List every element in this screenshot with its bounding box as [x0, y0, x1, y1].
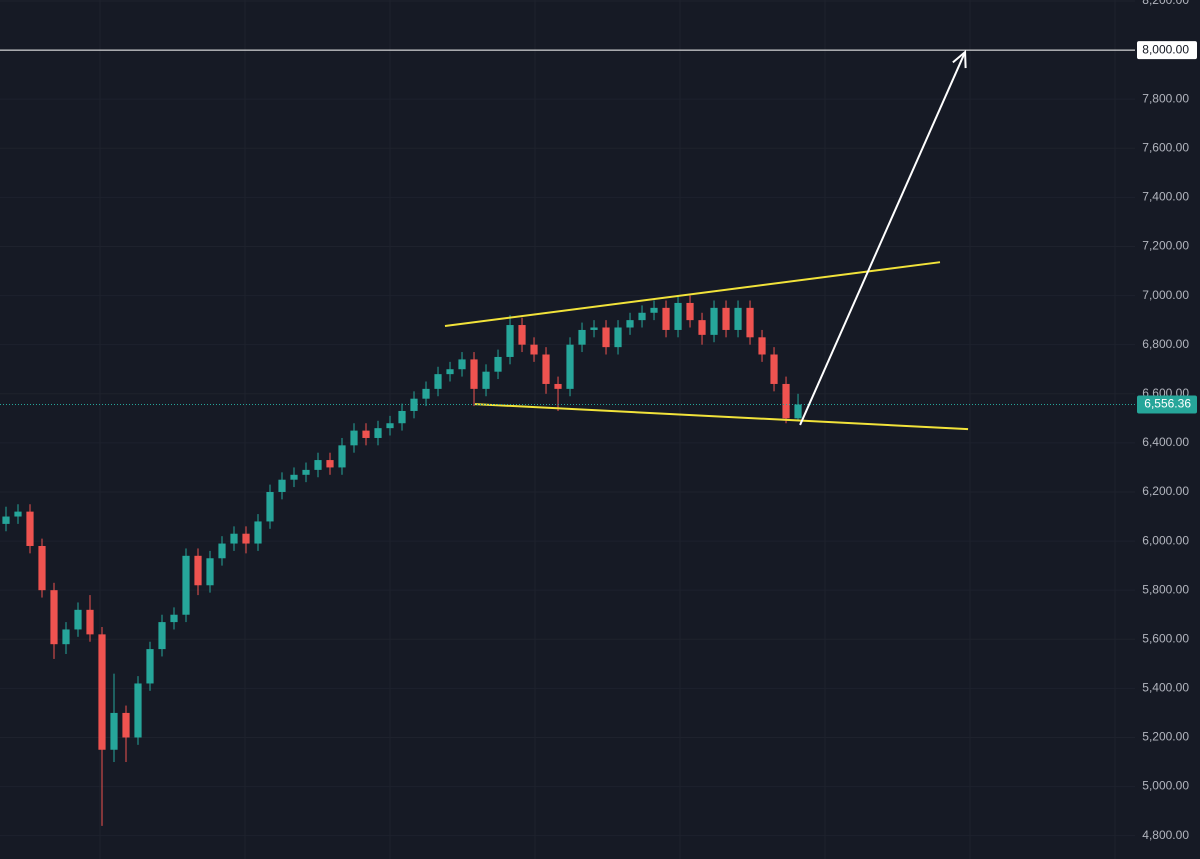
candle-body — [734, 307, 742, 330]
candle-body — [98, 634, 106, 750]
y-tick-label: 6,800.00 — [1142, 337, 1189, 351]
candle-body — [74, 609, 82, 630]
y-tick-label: 6,000.00 — [1142, 533, 1189, 547]
candle-body — [746, 307, 754, 338]
candle-body — [314, 460, 322, 470]
candle-body — [362, 430, 370, 438]
candle-body — [422, 388, 430, 399]
candle-body — [530, 344, 538, 355]
candle-body — [662, 307, 670, 330]
candle-body — [578, 329, 586, 345]
candle-body — [722, 307, 730, 330]
candle-body — [134, 683, 142, 738]
candle-body — [206, 558, 214, 586]
y-tick-label: 5,600.00 — [1142, 631, 1189, 645]
candle-body — [230, 533, 238, 544]
horizontal-line-label-box — [1137, 41, 1197, 60]
candle-body — [758, 337, 766, 355]
candle-body — [242, 533, 250, 544]
candle-body — [494, 356, 502, 372]
candle-body — [110, 712, 118, 750]
candle-body — [638, 312, 646, 321]
candle-body — [170, 614, 178, 623]
y-tick-label: 5,200.00 — [1142, 730, 1189, 744]
candle-body — [482, 371, 490, 389]
y-tick-label: 5,800.00 — [1142, 582, 1189, 596]
y-tick-label: 7,000.00 — [1142, 288, 1189, 302]
candle-body — [518, 325, 526, 345]
candle-body — [398, 410, 406, 424]
candle-body — [554, 383, 562, 389]
candle-body — [302, 469, 310, 475]
candle-body — [2, 516, 10, 524]
candle-body — [326, 460, 334, 468]
candle-body — [26, 511, 34, 546]
candle-body — [470, 359, 478, 389]
candle-body — [338, 445, 346, 468]
candle-body — [182, 555, 190, 615]
arrow-head — [952, 49, 967, 69]
candle-body — [350, 430, 358, 446]
candle-body — [62, 629, 70, 645]
candle-body — [122, 712, 130, 738]
horizontal-line-label: 8,000.00 — [1142, 42, 1189, 56]
candle-body — [566, 344, 574, 389]
candle-body — [458, 359, 466, 370]
y-tick-label: 5,000.00 — [1142, 779, 1189, 793]
candle-body — [686, 302, 694, 321]
candle-body — [710, 307, 718, 335]
candle-body — [158, 622, 166, 650]
candle-body — [386, 423, 394, 429]
candle-body — [50, 590, 58, 645]
candle-body — [434, 374, 442, 389]
candle-body — [146, 649, 154, 684]
arrow-line — [799, 51, 966, 426]
candle-body — [86, 609, 94, 635]
candle-body — [278, 479, 286, 492]
y-tick-label: 7,600.00 — [1142, 140, 1189, 154]
candle-body — [290, 474, 298, 480]
y-tick-label: 7,400.00 — [1142, 190, 1189, 204]
trendline — [474, 403, 969, 431]
candle-body — [254, 521, 262, 544]
candle-body — [506, 325, 514, 357]
candle-body — [602, 327, 610, 348]
y-tick-label: 4,800.00 — [1142, 828, 1189, 842]
price-label-box — [1137, 395, 1197, 414]
candle-body — [650, 307, 658, 313]
y-tick-label: 8,200.00 — [1142, 0, 1189, 7]
candle-body — [542, 354, 550, 384]
y-tick-label: 6,200.00 — [1142, 484, 1189, 498]
candle-body — [38, 545, 46, 591]
candle-body — [626, 320, 634, 328]
y-tick-label: 5,400.00 — [1142, 681, 1189, 695]
y-tick-label: 7,800.00 — [1142, 91, 1189, 105]
y-tick-label: 7,200.00 — [1142, 239, 1189, 253]
candle-body — [770, 354, 778, 384]
candle-body — [674, 302, 682, 330]
candle-body — [266, 491, 274, 522]
candle-body — [374, 428, 382, 438]
candle-body — [446, 369, 454, 375]
candle-body — [614, 327, 622, 348]
candle-body — [782, 383, 790, 419]
candle-body — [218, 543, 226, 559]
candle-body — [590, 327, 598, 330]
y-tick-label: 6,400.00 — [1142, 435, 1189, 449]
candle-body — [698, 320, 706, 335]
price-label: 6,556.36 — [1144, 397, 1191, 411]
candle-body — [14, 511, 22, 517]
trendline — [444, 261, 941, 328]
candle-body — [194, 555, 202, 586]
candle-body — [794, 404, 802, 419]
